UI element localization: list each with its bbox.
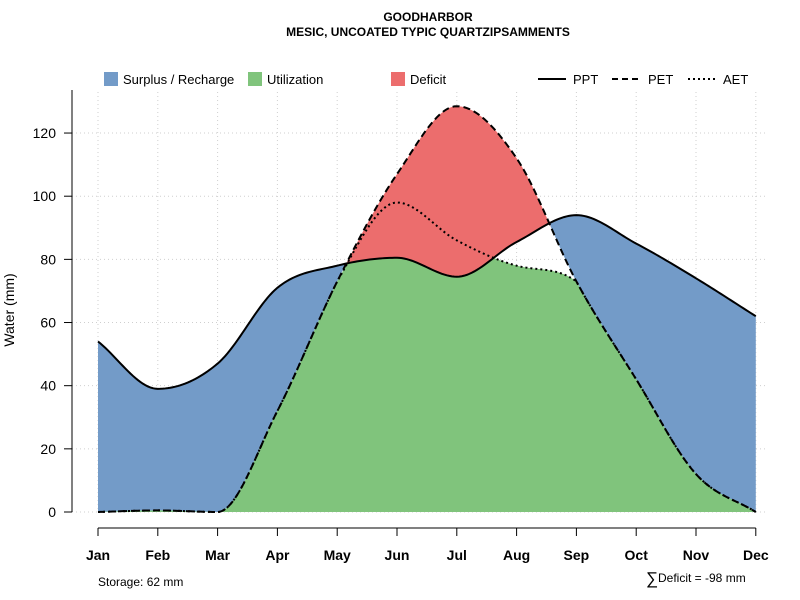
x-tick-label-feb: Feb	[145, 547, 170, 563]
chart-title: GOODHARBOR	[383, 10, 473, 24]
legend-label-pet: PET	[648, 72, 673, 87]
y-tick-label-100: 100	[33, 188, 57, 204]
y-tick-label-60: 60	[40, 315, 56, 331]
x-tick-label-sep: Sep	[564, 547, 590, 563]
sum-symbol: ∑	[646, 569, 658, 588]
legend-swatch-deficit	[391, 72, 405, 86]
legend-label-ppt: PPT	[573, 72, 598, 87]
x-tick-label-jun: Jun	[385, 547, 410, 563]
x-tick-label-jan: Jan	[86, 547, 110, 563]
area-utilization-overlap	[98, 257, 756, 512]
legend-label-surplus: Surplus / Recharge	[123, 72, 234, 87]
y-tick-label-40: 40	[40, 378, 56, 394]
x-tick-label-aug: Aug	[503, 547, 530, 563]
deficit-note: Deficit = -98 mm	[658, 571, 746, 585]
x-tick-label-oct: Oct	[625, 547, 649, 563]
x-tick-label-dec: Dec	[743, 547, 769, 563]
legend-label-utilization: Utilization	[267, 72, 323, 87]
legend-label-aet: AET	[723, 72, 748, 87]
y-tick-label-120: 120	[33, 125, 57, 141]
line-ppt	[97, 214, 757, 390]
legend-swatch-utilization	[248, 72, 262, 86]
y-tick-label-0: 0	[48, 504, 56, 520]
y-tick-label-80: 80	[40, 251, 56, 267]
legend-swatch-surplus	[104, 72, 118, 86]
y-axis-label: Water (mm)	[1, 273, 17, 346]
x-tick-label-may: May	[324, 547, 351, 563]
series-lines	[97, 105, 757, 514]
axes: 0 20 40 60 80 100 120 Jan Feb Mar Apr May Jun Jul Aug S…	[33, 90, 769, 563]
x-tick-label-nov: Nov	[683, 547, 710, 563]
x-tick-label-mar: Mar	[205, 547, 230, 563]
area-surplus-recharge	[98, 106, 756, 512]
legend: Surplus / Recharge Utilization Deficit P…	[104, 72, 748, 87]
chart-subtitle: MESIC, UNCOATED TYPIC QUARTZIPSAMMENTS	[286, 25, 570, 39]
area-deficit	[98, 106, 756, 512]
x-tick-label-apr: Apr	[265, 547, 290, 563]
y-tick-label-20: 20	[40, 441, 56, 457]
storage-note: Storage: 62 mm	[98, 575, 183, 589]
x-tick-label-jul: Jul	[447, 547, 467, 563]
line-pet	[97, 105, 757, 514]
area-fills	[98, 106, 756, 512]
legend-label-deficit: Deficit	[410, 72, 447, 87]
